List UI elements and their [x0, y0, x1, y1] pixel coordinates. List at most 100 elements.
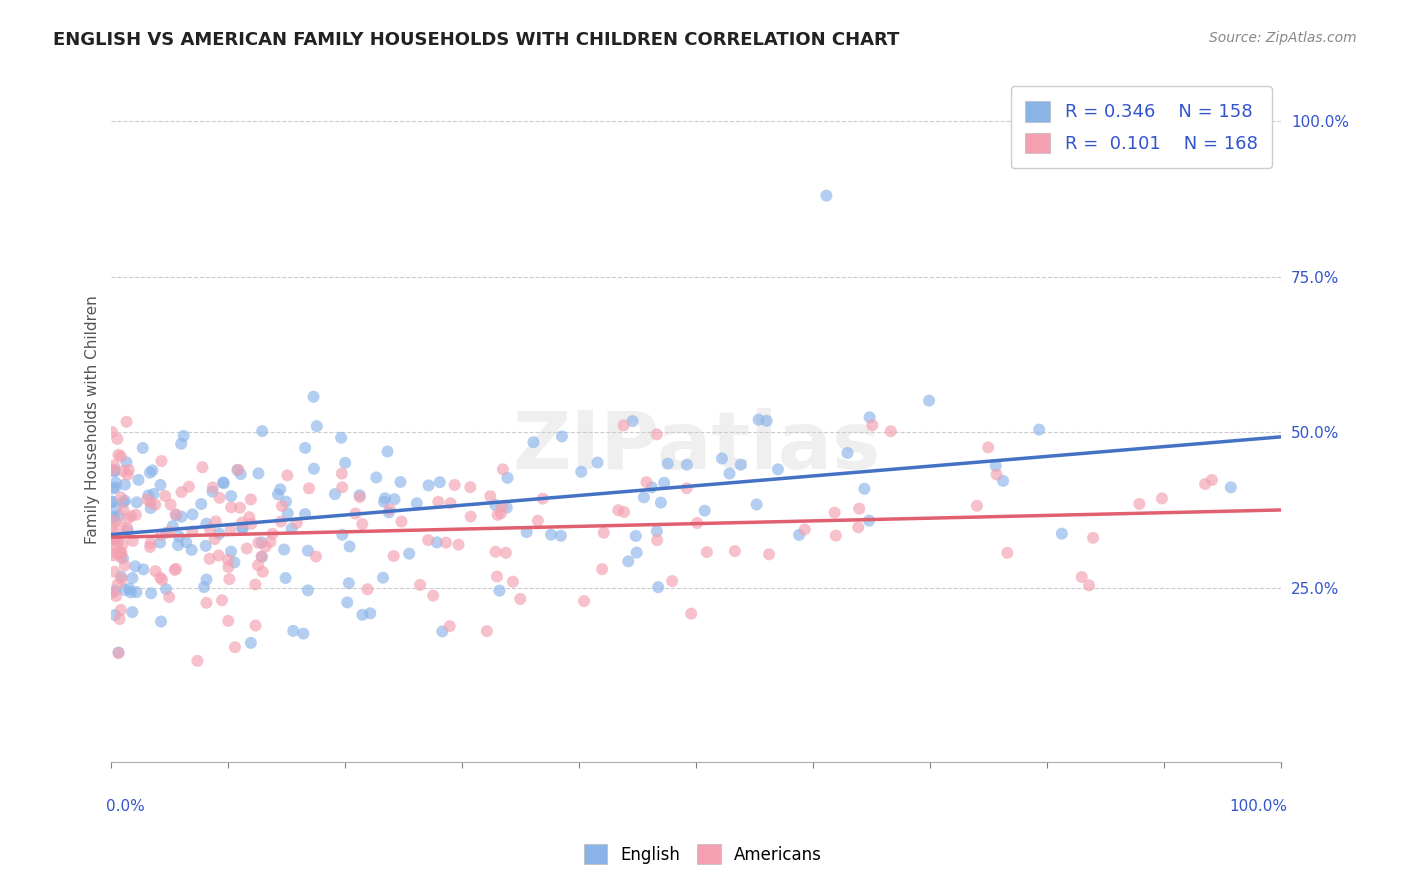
Point: [848, 501, 870, 516]
Point: [724, 544, 747, 558]
Point: [114, 582, 136, 597]
Point: [159, 524, 181, 539]
Point: [359, 607, 381, 621]
Point: [484, 498, 506, 512]
Point: [114, 493, 136, 508]
Point: [427, 495, 450, 509]
Point: [693, 503, 716, 517]
Point: [149, 478, 172, 492]
Point: [103, 458, 125, 473]
Point: [112, 464, 135, 478]
Point: [485, 569, 508, 583]
Point: [488, 583, 510, 598]
Point: [621, 414, 644, 428]
Point: [219, 489, 242, 503]
Point: [104, 481, 127, 495]
Point: [302, 461, 325, 475]
Point: [273, 542, 295, 557]
Point: [239, 636, 262, 650]
Point: [333, 456, 356, 470]
Point: [613, 418, 636, 433]
Point: [336, 595, 359, 609]
Point: [101, 462, 124, 476]
Point: [366, 470, 388, 484]
Point: [104, 514, 127, 528]
Legend: R = 0.346    N = 158, R =  0.101    N = 168: R = 0.346 N = 158, R = 0.101 N = 168: [1011, 87, 1272, 168]
Point: [378, 505, 401, 519]
Point: [173, 429, 195, 443]
Point: [224, 640, 246, 655]
Point: [460, 509, 482, 524]
Point: [422, 589, 444, 603]
Point: [624, 529, 647, 543]
Point: [104, 463, 127, 477]
Point: [110, 491, 132, 505]
Point: [339, 540, 361, 554]
Point: [170, 437, 193, 451]
Point: [121, 571, 143, 585]
Point: [860, 418, 883, 433]
Point: [1150, 491, 1173, 506]
Point: [132, 441, 155, 455]
Point: [198, 551, 221, 566]
Text: 0.0%: 0.0%: [105, 799, 145, 814]
Point: [117, 521, 139, 535]
Point: [551, 429, 574, 443]
Point: [1070, 570, 1092, 584]
Point: [162, 519, 184, 533]
Point: [107, 535, 129, 549]
Point: [150, 454, 173, 468]
Point: [194, 539, 217, 553]
Point: [645, 524, 668, 539]
Point: [294, 441, 316, 455]
Point: [121, 605, 143, 619]
Point: [824, 528, 846, 542]
Point: [204, 515, 226, 529]
Point: [117, 467, 139, 482]
Point: [150, 615, 173, 629]
Point: [105, 432, 128, 446]
Point: [254, 540, 277, 554]
Point: [208, 526, 231, 541]
Point: [439, 496, 461, 510]
Point: [226, 463, 249, 477]
Text: ENGLISH VS AMERICAN FAMILY HOUSEHOLDS WITH CHILDREN CORRELATION CHART: ENGLISH VS AMERICAN FAMILY HOUSEHOLDS WI…: [53, 31, 900, 49]
Point: [110, 603, 132, 617]
Text: Source: ZipAtlas.com: Source: ZipAtlas.com: [1209, 31, 1357, 45]
Point: [995, 546, 1018, 560]
Point: [115, 415, 138, 429]
Point: [121, 509, 143, 524]
Point: [418, 533, 440, 548]
Point: [391, 515, 413, 529]
Point: [572, 594, 595, 608]
Point: [633, 491, 655, 505]
Point: [124, 559, 146, 574]
Point: [675, 481, 697, 495]
Point: [104, 501, 127, 516]
Point: [177, 480, 200, 494]
Point: [101, 524, 124, 539]
Point: [686, 516, 709, 530]
Point: [207, 549, 229, 563]
Point: [167, 529, 190, 543]
Point: [1081, 531, 1104, 545]
Point: [267, 487, 290, 501]
Point: [107, 577, 129, 591]
Point: [1028, 423, 1050, 437]
Point: [139, 501, 162, 516]
Point: [236, 541, 259, 556]
Point: [661, 574, 683, 588]
Point: [104, 607, 127, 622]
Point: [337, 576, 360, 591]
Point: [111, 572, 134, 586]
Point: [297, 543, 319, 558]
Point: [103, 565, 125, 579]
Point: [149, 571, 172, 585]
Point: [283, 624, 305, 638]
Point: [294, 507, 316, 521]
Point: [208, 491, 231, 505]
Point: [136, 488, 159, 502]
Point: [398, 547, 420, 561]
Point: [591, 562, 613, 576]
Point: [139, 495, 162, 509]
